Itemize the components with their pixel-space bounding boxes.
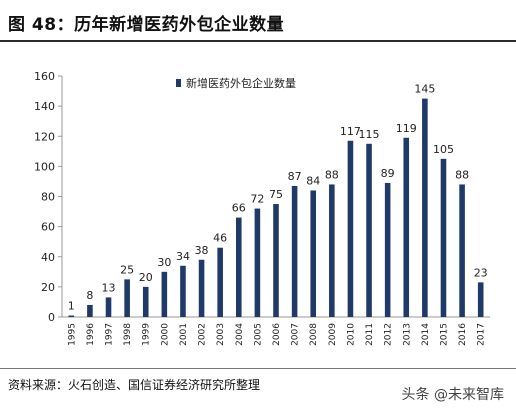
data-label: 75 xyxy=(269,188,283,201)
x-tick-label: 2004 xyxy=(235,323,245,346)
x-tick-label: 1995 xyxy=(67,323,77,346)
bar xyxy=(124,279,130,317)
x-tick-label: 2016 xyxy=(458,323,468,346)
bar xyxy=(273,204,279,317)
bar xyxy=(459,184,465,317)
bar-chart: 0 20 40 60 80 100 120 140 160 1 1995 8 1996 13 1997 25 1… xyxy=(34,70,490,346)
bar xyxy=(68,315,75,317)
bar xyxy=(217,247,223,317)
y-tick-label: 100 xyxy=(34,160,55,173)
y-tick-label: 160 xyxy=(34,70,55,83)
data-label: 84 xyxy=(306,174,320,187)
data-label: 25 xyxy=(120,263,134,276)
x-tick-label: 1998 xyxy=(123,323,133,346)
y-tick-label: 60 xyxy=(41,221,55,234)
legend-swatch xyxy=(176,79,181,87)
bar xyxy=(87,304,93,317)
data-label: 145 xyxy=(414,83,435,96)
x-tick-label: 2005 xyxy=(253,323,263,346)
bar xyxy=(105,297,112,317)
figure-title: 图 48：历年新增医药外包企业数量 xyxy=(8,15,285,35)
data-label: 20 xyxy=(139,271,153,284)
bar xyxy=(180,265,186,317)
x-tick-label: 2002 xyxy=(198,323,208,346)
watermark: 头条 @未来智库 xyxy=(401,387,504,403)
chart-area: 0 20 40 60 80 100 120 140 160 1 1995 8 1996 13 1997 25 1… xyxy=(0,60,516,360)
x-tick-label: 2013 xyxy=(402,323,412,346)
data-label: 30 xyxy=(157,256,171,269)
bar xyxy=(291,185,298,317)
data-label: 119 xyxy=(396,122,417,135)
data-label: 66 xyxy=(232,202,246,215)
data-label: 38 xyxy=(195,244,209,257)
x-tick-label: 2014 xyxy=(421,323,431,346)
bar xyxy=(422,98,428,317)
legend-label: 新增医药外包企业数量 xyxy=(186,76,296,90)
data-label: 88 xyxy=(325,168,339,181)
bar xyxy=(477,282,484,317)
data-label: 72 xyxy=(250,193,264,206)
y-tick-label: 20 xyxy=(41,281,55,294)
x-tick-label: 2017 xyxy=(477,323,487,346)
x-tick-label: 2006 xyxy=(272,323,282,346)
bar xyxy=(329,184,335,317)
data-label: 1 xyxy=(68,299,75,312)
figure-header: 图 48：历年新增医药外包企业数量 xyxy=(0,0,516,44)
bar xyxy=(384,182,391,317)
data-label: 89 xyxy=(381,167,395,180)
data-label: 115 xyxy=(359,128,380,141)
source-note: 资料来源：火石创造、国信证券经济研究所整理 xyxy=(8,378,261,392)
bar xyxy=(440,158,447,317)
data-label: 87 xyxy=(288,170,302,183)
x-tick-label: 2008 xyxy=(309,323,319,346)
data-label: 8 xyxy=(86,289,93,302)
data-label: 34 xyxy=(176,250,190,263)
bar xyxy=(142,286,149,317)
data-label: 23 xyxy=(474,266,488,279)
x-tick-label: 2010 xyxy=(346,323,356,346)
data-label: 105 xyxy=(433,143,454,156)
data-label: 117 xyxy=(340,125,361,138)
bar xyxy=(198,259,205,317)
y-tick-label: 0 xyxy=(48,311,55,324)
footer-divider xyxy=(0,368,516,369)
y-tick-label: 40 xyxy=(41,251,55,264)
x-tick-label: 2001 xyxy=(179,323,189,346)
x-tick-label: 2011 xyxy=(365,323,375,346)
bar xyxy=(254,208,261,317)
bar xyxy=(161,271,168,317)
data-label: 46 xyxy=(213,232,227,245)
y-tick-label: 120 xyxy=(34,130,55,143)
x-tick-label: 2012 xyxy=(384,323,394,346)
y-tick-label: 140 xyxy=(34,100,55,113)
bar xyxy=(235,217,242,317)
bar xyxy=(366,143,372,317)
header-divider xyxy=(0,40,516,42)
bar xyxy=(347,140,354,317)
x-tick-label: 1996 xyxy=(86,323,96,346)
x-tick-label: 2000 xyxy=(160,323,170,346)
x-tick-label: 2015 xyxy=(439,323,449,346)
x-tick-label: 2009 xyxy=(328,323,338,346)
data-label: 88 xyxy=(455,168,469,181)
x-tick-label: 2007 xyxy=(291,323,301,346)
y-tick-label: 80 xyxy=(41,191,55,204)
bar xyxy=(310,190,317,317)
x-tick-label: 1997 xyxy=(105,323,115,346)
bar xyxy=(403,137,410,317)
x-tick-label: 1999 xyxy=(142,323,152,346)
x-tick-label: 2003 xyxy=(216,323,226,346)
data-label: 13 xyxy=(102,281,116,294)
